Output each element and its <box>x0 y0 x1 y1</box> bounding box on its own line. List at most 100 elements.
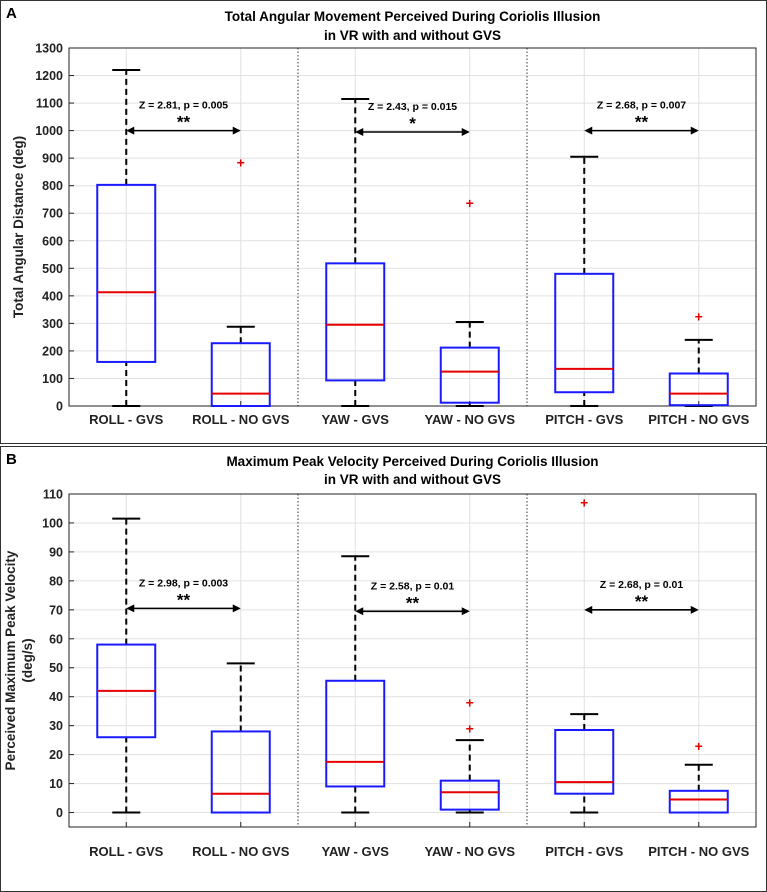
comparison-arrowhead-right <box>232 126 241 135</box>
comparison-arrowhead-left <box>126 604 135 613</box>
box-group <box>325 97 386 407</box>
comparison-arrowhead-right <box>690 126 699 135</box>
box-group <box>96 69 157 407</box>
box-group: + <box>668 309 729 407</box>
y-tick-label: 90 <box>49 545 63 559</box>
x-tick-label: YAW - GVS <box>322 844 390 859</box>
y-tick-label: 200 <box>42 344 63 358</box>
comparison-arrowhead-left <box>584 126 593 135</box>
chart-a-svg: A Total Angular Movement Perceived During… <box>6 5 757 427</box>
box-iqr <box>554 728 615 795</box>
comparison-arrowhead-right <box>690 605 699 614</box>
y-tick-label: 60 <box>49 632 63 646</box>
x-tick-label: YAW - NO GVS <box>424 412 515 427</box>
y-tick-label: 100 <box>42 516 63 530</box>
comparison-group: Z = 2.58, p = 0.01** <box>355 580 470 616</box>
comparison-arrowhead-left <box>126 126 135 135</box>
chart-b-svg: B Maximum Peak Velocity Perceived During … <box>3 451 757 859</box>
box-group: + <box>439 195 500 407</box>
y-tick-label: 70 <box>49 603 63 617</box>
y-axis-label: Perceived Maximum Peak Velocity <box>3 550 18 770</box>
box-iqr <box>210 730 271 814</box>
comparison-arrowhead-left <box>584 605 593 614</box>
comparison-arrowhead-left <box>355 127 364 136</box>
box-iqr <box>439 779 500 811</box>
y-tick-label: 80 <box>49 574 63 588</box>
chart-subtitle: in VR with and without GVS <box>324 472 501 487</box>
x-tick-label: ROLL - NO GVS <box>192 844 290 859</box>
panel-b: B Maximum Peak Velocity Perceived During … <box>0 446 767 892</box>
outlier-marker: + <box>466 721 474 737</box>
box-iqr <box>96 183 157 363</box>
box-iqr <box>210 342 271 408</box>
box-iqr <box>325 262 386 382</box>
y-tick-label: 1100 <box>36 97 63 111</box>
comparison-stats: Z = 2.81, p = 0.005 <box>139 100 228 112</box>
comparison-stats: Z = 2.68, p = 0.01 <box>600 579 684 591</box>
x-tick-label: PITCH - GVS <box>545 412 623 427</box>
comparison-arrowhead-left <box>355 607 364 616</box>
y-tick-label: 40 <box>49 690 63 704</box>
box-group: + <box>210 154 271 408</box>
x-tick-label: ROLL - NO GVS <box>192 412 290 427</box>
x-tick-label: PITCH - NO GVS <box>648 412 749 427</box>
x-tick-label: PITCH - GVS <box>545 844 623 859</box>
panel-letter: A <box>6 5 17 22</box>
y-tick-label: 110 <box>43 488 63 502</box>
significance-stars: ** <box>635 113 649 132</box>
comparison-group: Z = 2.68, p = 0.01** <box>584 579 699 614</box>
y-tick-label: 600 <box>42 234 63 248</box>
outlier-marker: + <box>695 738 703 754</box>
comparison-stats: Z = 2.68, p = 0.007 <box>597 100 686 112</box>
plot-frame <box>68 493 757 828</box>
comparison-group: Z = 2.68, p = 0.007** <box>584 100 699 135</box>
comparison-group: Z = 2.98, p = 0.003** <box>126 577 241 613</box>
box-iqr <box>325 679 386 788</box>
significance-stars: ** <box>177 590 191 609</box>
x-tick-label: PITCH - NO GVS <box>648 844 749 859</box>
box-iqr <box>668 789 729 814</box>
box-iqr <box>554 272 615 394</box>
comparison-group: Z = 2.43, p = 0.015* <box>355 101 470 136</box>
comparison-arrowhead-right <box>461 127 470 136</box>
y-tick-label: 1000 <box>35 124 63 138</box>
y-tick-label: 1200 <box>35 69 63 83</box>
significance-stars: ** <box>635 592 649 611</box>
y-tick-label: 300 <box>42 317 63 331</box>
significance-stars: ** <box>406 593 420 612</box>
comparison-arrowhead-right <box>461 607 470 616</box>
y-tick-label: 500 <box>42 262 63 276</box>
y-tick-label: 50 <box>49 661 63 675</box>
x-tick-label: ROLL - GVS <box>89 844 163 859</box>
x-tick-label: YAW - GVS <box>322 412 390 427</box>
outlier-marker: + <box>695 309 703 325</box>
y-axis-label: Total Angular Distance (deg) <box>11 136 26 318</box>
plot-area <box>69 48 756 406</box>
plot-frame <box>68 47 757 407</box>
panel-letter: B <box>6 451 17 468</box>
y-tick-label: 0 <box>56 806 63 820</box>
plot-area <box>69 494 756 827</box>
comparison-stats: Z = 2.58, p = 0.01 <box>371 580 455 592</box>
outlier-marker: + <box>237 154 245 170</box>
x-tick-label: YAW - NO GVS <box>424 844 515 859</box>
outlier-marker: + <box>580 495 588 511</box>
y-tick-label: 700 <box>42 207 63 221</box>
box-group <box>210 662 271 814</box>
box-group <box>325 555 386 814</box>
box-iqr <box>668 372 729 407</box>
y-tick-label: 400 <box>42 289 63 303</box>
comparison-stats: Z = 2.98, p = 0.003 <box>139 577 228 589</box>
comparison-arrowhead-right <box>232 604 241 613</box>
chart-subtitle: in VR with and without GVS <box>324 28 501 43</box>
box-group: ++ <box>439 694 500 814</box>
y-tick-label: 900 <box>42 152 63 166</box>
comparison-group: Z = 2.81, p = 0.005** <box>126 100 241 135</box>
comparison-stats: Z = 2.43, p = 0.015 <box>368 101 457 113</box>
y-tick-label: 0 <box>56 400 63 414</box>
box-group <box>554 155 615 407</box>
significance-stars: ** <box>177 113 191 132</box>
outlier-marker: + <box>466 195 474 211</box>
significance-stars: * <box>409 114 416 133</box>
y-tick-label: 10 <box>49 777 63 791</box>
